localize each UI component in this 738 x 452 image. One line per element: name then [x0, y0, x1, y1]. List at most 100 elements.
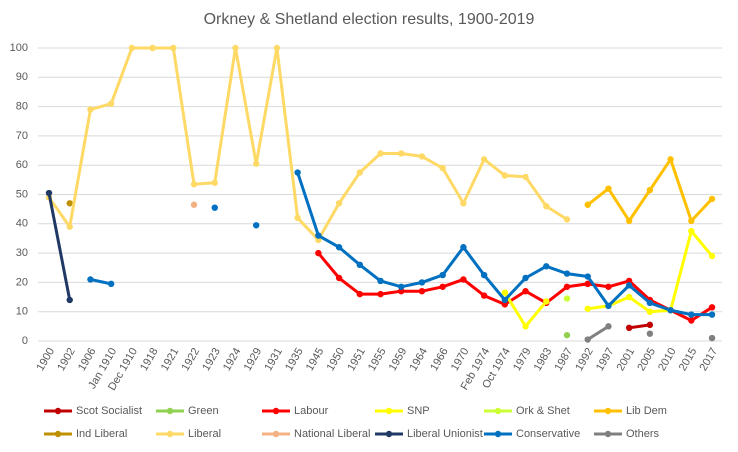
x-tick-label: 1955 — [366, 346, 389, 373]
x-tick-label: 1951 — [345, 346, 368, 373]
x-tick-label: 1902 — [55, 346, 78, 373]
data-point — [170, 44, 177, 52]
data-point — [646, 308, 654, 315]
data-point — [584, 273, 591, 280]
legend-marker — [494, 430, 502, 438]
data-point — [232, 44, 239, 52]
x-tick-label: 2015 — [677, 346, 700, 373]
data-point — [149, 44, 156, 52]
data-point — [418, 153, 426, 160]
x-tick-label: 1922 — [180, 346, 203, 373]
data-point — [460, 200, 467, 207]
data-point — [418, 287, 426, 295]
data-point — [708, 252, 716, 260]
x-tick-label: 1929 — [242, 346, 265, 373]
data-point — [708, 311, 716, 318]
data-point — [708, 195, 716, 203]
y-tick-label: 10 — [16, 306, 28, 318]
legend-marker — [385, 430, 393, 438]
data-point — [460, 276, 467, 283]
data-point — [688, 227, 695, 235]
series-line — [317, 252, 713, 322]
legend-marker — [272, 407, 280, 415]
legend-marker — [54, 430, 62, 438]
legend-label: Conservative — [516, 428, 580, 440]
data-point — [460, 244, 467, 251]
legend-marker — [494, 407, 502, 415]
x-tick-label: 1964 — [407, 346, 430, 373]
data-point — [315, 232, 322, 239]
y-tick-label: 20 — [16, 276, 28, 288]
x-tick-label: 1935 — [283, 346, 306, 373]
data-point — [522, 287, 529, 295]
data-point — [335, 244, 343, 251]
legend-marker — [604, 430, 612, 438]
data-point — [128, 44, 136, 52]
x-tick-label: 1945 — [304, 346, 327, 373]
x-tick-label: 1966 — [428, 346, 451, 373]
data-point — [563, 270, 571, 277]
data-point — [439, 164, 446, 172]
data-point — [439, 271, 446, 279]
x-tick-label: 2005 — [635, 346, 658, 373]
x-tick-label: 1992 — [573, 346, 596, 373]
data-point — [688, 317, 695, 324]
data-point — [625, 277, 633, 285]
data-point — [418, 279, 426, 286]
x-tick-label: 2017 — [698, 346, 721, 373]
data-point — [335, 274, 343, 282]
data-point — [584, 201, 591, 208]
legend-label: Scot Socialist — [76, 405, 142, 417]
data-point — [335, 200, 343, 207]
legend-marker — [54, 407, 62, 415]
y-tick-label: 0 — [22, 335, 28, 347]
legend-label: Others — [626, 428, 660, 440]
data-point — [501, 301, 509, 308]
data-point — [107, 280, 115, 288]
data-point — [584, 280, 591, 288]
data-point — [543, 203, 550, 210]
data-point — [480, 271, 488, 279]
data-point — [377, 277, 384, 285]
data-point — [501, 289, 509, 296]
x-tick-label: 1918 — [138, 346, 161, 373]
x-tick-label: 1921 — [159, 346, 182, 373]
data-point — [398, 283, 405, 290]
data-point — [45, 189, 53, 197]
chart-title: Orkney & Shetland election results, 1900… — [204, 11, 535, 28]
data-point — [87, 106, 94, 113]
x-tick-label: 1979 — [511, 346, 534, 373]
y-tick-label: 80 — [16, 101, 28, 113]
data-point — [563, 295, 571, 302]
legend-label: National Liberal — [294, 428, 370, 440]
data-point — [708, 304, 716, 311]
x-tick-label: 1950 — [325, 346, 348, 373]
y-tick-label: 60 — [16, 159, 28, 171]
data-point — [273, 44, 281, 52]
data-point — [605, 323, 612, 330]
data-point — [584, 336, 591, 343]
data-point — [605, 302, 612, 310]
data-point — [646, 330, 654, 337]
legend-label: Ork & Shet — [516, 405, 570, 417]
data-point — [211, 179, 218, 186]
data-point — [480, 156, 488, 163]
x-tick-label: 2001 — [615, 346, 638, 373]
data-point — [190, 201, 198, 208]
x-tick-label: 1987 — [552, 346, 575, 373]
x-tick-label: 2010 — [656, 346, 679, 373]
legend-marker — [166, 430, 174, 438]
data-point — [708, 334, 716, 342]
data-point — [667, 307, 674, 314]
data-point — [356, 169, 363, 176]
legend-marker — [385, 407, 393, 415]
legend-marker — [166, 407, 174, 415]
legend-label: Liberal Unionist — [407, 428, 483, 440]
data-point — [87, 276, 94, 283]
data-point — [605, 283, 612, 290]
data-point — [646, 186, 654, 194]
legend-label: SNP — [407, 405, 430, 417]
legend-label: Green — [188, 405, 219, 417]
